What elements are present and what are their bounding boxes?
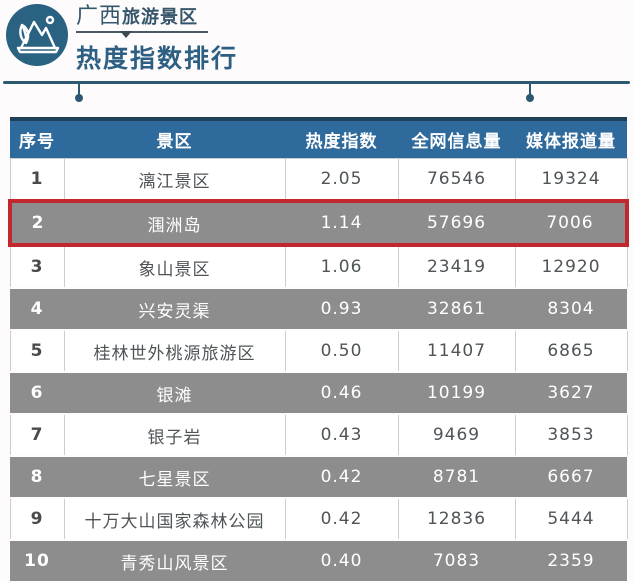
cell-media-reports: 6667 bbox=[515, 455, 627, 499]
table-row: 9 十万大山国家森林公园 0.42 12836 5444 bbox=[9, 497, 628, 541]
cell-rank: 7 bbox=[9, 413, 65, 457]
cell-scenic-area: 青秀山风景区 bbox=[64, 539, 285, 583]
cell-heat-index: 0.43 bbox=[284, 413, 399, 457]
table-row: 6 银滩 0.46 10199 3627 bbox=[10, 371, 627, 415]
header-media-reports: 媒体报道量 bbox=[515, 117, 627, 159]
title-line1: 广西旅游景区 bbox=[76, 4, 209, 38]
cell-scenic-area: 银滩 bbox=[64, 371, 285, 415]
cell-media-reports: 5444 bbox=[514, 497, 628, 541]
header-heat-index: 热度指数 bbox=[285, 117, 398, 159]
title-line1-suffix: 旅游景区 bbox=[122, 7, 199, 28]
cell-rank: 5 bbox=[9, 329, 65, 373]
header-rank: 序号 bbox=[10, 117, 64, 159]
pin-marker-right bbox=[526, 84, 534, 102]
table-header-row: 序号 景区 热度指数 全网信息量 媒体报道量 bbox=[10, 117, 627, 159]
cell-heat-index: 0.93 bbox=[285, 287, 398, 331]
cell-total-info: 9469 bbox=[397, 413, 516, 457]
cell-media-reports: 6865 bbox=[514, 329, 628, 373]
cell-rank: 9 bbox=[9, 497, 65, 541]
table-row: 3 象山景区 1.06 23419 12920 bbox=[9, 244, 628, 289]
cell-heat-index: 0.50 bbox=[284, 329, 399, 373]
ranking-table: 序号 景区 热度指数 全网信息量 媒体报道量 1 漓江景区 2.05 76546 193… bbox=[8, 117, 629, 583]
cell-total-info: 11407 bbox=[397, 329, 516, 373]
cell-media-reports: 8304 bbox=[515, 287, 627, 331]
pin-marker-left bbox=[75, 84, 83, 102]
cell-rank: 1 bbox=[9, 158, 65, 202]
table-body: 1 漓江景区 2.05 76546 19324 2 涠洲岛 1.14 57696 7006 3 象山景… bbox=[8, 158, 629, 583]
title-block: 广西旅游景区 热度指数排行 bbox=[76, 3, 238, 75]
table-row: 8 七星景区 0.42 8781 6667 bbox=[10, 455, 627, 499]
cell-heat-index: 1.06 bbox=[284, 244, 399, 289]
cell-heat-index: 0.42 bbox=[285, 455, 398, 499]
cell-scenic-area: 七星景区 bbox=[64, 455, 285, 499]
title-line2: 热度指数排行 bbox=[76, 44, 239, 73]
cell-total-info: 12836 bbox=[397, 497, 516, 541]
cell-total-info: 23419 bbox=[397, 244, 516, 289]
cell-total-info: 32861 bbox=[398, 287, 515, 331]
cell-rank: 8 bbox=[10, 455, 64, 499]
cell-heat-index: 0.42 bbox=[284, 497, 399, 541]
cell-media-reports: 3627 bbox=[515, 371, 627, 415]
cell-scenic-area: 象山景区 bbox=[63, 244, 286, 289]
cell-media-reports: 3853 bbox=[514, 413, 628, 457]
header-total-info: 全网信息量 bbox=[398, 117, 515, 159]
cell-scenic-area: 漓江景区 bbox=[63, 158, 286, 202]
cell-total-info: 8781 bbox=[398, 455, 515, 499]
table-row-highlighted: 2 涠洲岛 1.14 57696 7006 bbox=[8, 199, 629, 247]
cell-scenic-area: 银子岩 bbox=[63, 413, 286, 457]
cell-scenic-area: 十万大山国家森林公园 bbox=[63, 497, 286, 541]
cell-scenic-area: 兴安灵渠 bbox=[64, 287, 285, 331]
cell-media-reports: 19324 bbox=[514, 158, 628, 202]
table-row: 7 银子岩 0.43 9469 3853 bbox=[9, 413, 628, 457]
cell-scenic-area: 涠洲岛 bbox=[64, 199, 285, 247]
caret-down-icon bbox=[120, 31, 132, 38]
table-row: 5 桂林世外桃源旅游区 0.50 11407 6865 bbox=[9, 329, 628, 373]
cell-media-reports: 12920 bbox=[514, 244, 628, 289]
cell-heat-index: 0.40 bbox=[285, 539, 398, 583]
cell-rank: 2 bbox=[8, 199, 64, 247]
table-header: 序号 景区 热度指数 全网信息量 媒体报道量 bbox=[10, 117, 627, 159]
cell-media-reports: 7006 bbox=[515, 199, 629, 247]
cell-total-info: 7083 bbox=[398, 539, 515, 583]
cell-total-info: 10199 bbox=[398, 371, 515, 415]
cell-rank: 4 bbox=[10, 287, 64, 331]
cell-total-info: 57696 bbox=[398, 199, 515, 247]
table-row: 4 兴安灵渠 0.93 32861 8304 bbox=[10, 287, 627, 331]
divider-rule bbox=[0, 81, 633, 109]
table-row: 10 青秀山风景区 0.40 7083 2359 bbox=[10, 539, 627, 583]
header-scenic-area: 景区 bbox=[64, 117, 285, 159]
cell-rank: 6 bbox=[10, 371, 64, 415]
cell-rank: 3 bbox=[9, 244, 65, 289]
brand-header: 广西旅游景区 热度指数排行 bbox=[0, 0, 633, 75]
cell-scenic-area: 桂林世外桃源旅游区 bbox=[63, 329, 286, 373]
cell-heat-index: 1.14 bbox=[285, 199, 398, 247]
mountain-scenic-logo-icon bbox=[6, 4, 68, 66]
cell-rank: 10 bbox=[10, 539, 64, 583]
cell-heat-index: 2.05 bbox=[284, 158, 399, 202]
cell-total-info: 76546 bbox=[397, 158, 516, 202]
cell-heat-index: 0.46 bbox=[285, 371, 398, 415]
cell-media-reports: 2359 bbox=[515, 539, 627, 583]
divider-line bbox=[3, 81, 630, 84]
title-region: 广西 bbox=[76, 4, 123, 29]
table-row: 1 漓江景区 2.05 76546 19324 bbox=[9, 158, 628, 202]
